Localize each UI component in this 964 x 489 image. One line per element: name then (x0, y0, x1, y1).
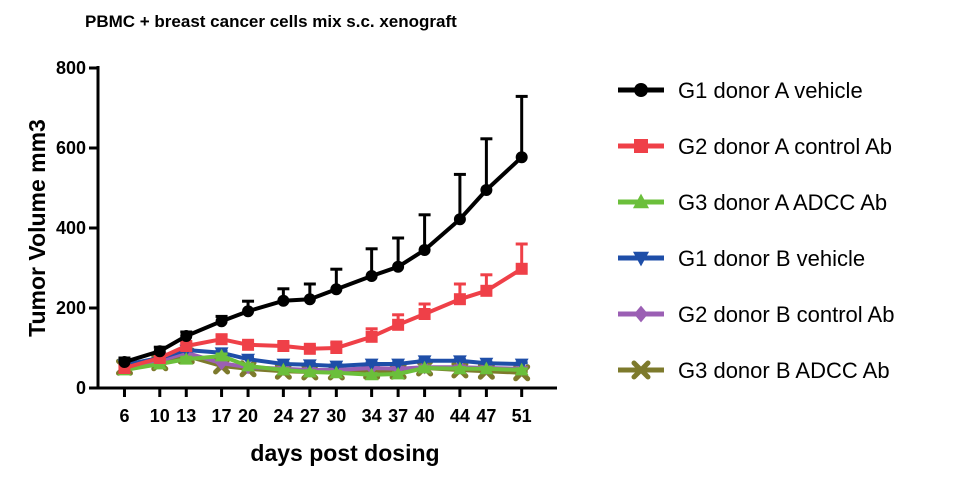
legend-item: G3 donor B ADCC Ab (618, 358, 890, 383)
data-point (302, 364, 317, 378)
y-tick-label: 400 (56, 218, 86, 238)
data-point (179, 352, 194, 365)
x-tick-label: 6 (119, 406, 129, 426)
x-tick-label: 51 (512, 406, 532, 426)
legend-marker (632, 193, 650, 209)
data-point (276, 362, 291, 376)
data-point (364, 367, 379, 381)
data-point (215, 333, 228, 346)
y-axis-label: Tumor Volume mm3 (24, 119, 50, 337)
data-point (515, 151, 528, 164)
data-point (365, 270, 378, 282)
data-point (330, 283, 343, 296)
data-point (453, 361, 467, 375)
data-point (480, 284, 493, 297)
legend-marker (634, 83, 648, 97)
data-point (514, 362, 529, 376)
legend-item: G1 donor A vehicle (618, 78, 863, 103)
data-point (392, 318, 405, 331)
x-tick-label: 30 (326, 406, 346, 426)
y-tick-label: 800 (56, 58, 86, 78)
data-point (418, 308, 431, 320)
data-point (242, 305, 255, 318)
legend-item: G2 donor B control Ab (618, 302, 894, 327)
data-point (391, 366, 406, 380)
plot-area (115, 94, 531, 382)
legend-label: G3 donor B ADCC Ab (678, 358, 890, 383)
chart-title: PBMC + breast cancer cells mix s.c. xeno… (85, 12, 457, 31)
legend-item: G3 donor A ADCC Ab (618, 190, 887, 215)
data-point (303, 293, 316, 306)
legend-marker (632, 251, 650, 267)
y-tick-label: 600 (56, 138, 86, 158)
legend-label: G1 donor B vehicle (678, 246, 865, 271)
x-tick-label: 27 (300, 406, 320, 426)
data-point (180, 340, 193, 352)
data-point (479, 361, 494, 375)
data-point (153, 345, 166, 358)
legend-label: G1 donor A vehicle (678, 78, 863, 103)
series-line (123, 155, 524, 364)
legend-marker (631, 360, 651, 380)
legend-label: G2 donor A control Ab (678, 134, 892, 159)
data-point (365, 330, 378, 343)
series-line (124, 354, 522, 377)
data-point (303, 342, 316, 355)
data-point (453, 213, 466, 226)
data-point (392, 260, 405, 273)
data-point (453, 293, 466, 306)
y-tick-label: 200 (56, 298, 86, 318)
axes: 0 200 400 600 800 6 10 13 17 20 24 27 30 34 37 40 44 47 51 (56, 58, 557, 426)
data-point (180, 330, 193, 342)
data-point (277, 340, 290, 352)
data-point (241, 358, 255, 372)
legend-marker (634, 139, 648, 153)
x-tick-label: 24 (273, 406, 293, 426)
x-tick-label: 44 (450, 406, 470, 426)
data-point (277, 294, 290, 307)
data-point (417, 360, 432, 374)
legend: G1 donor A vehicle G2 donor A control Ab G… (618, 78, 894, 383)
x-tick-label: 20 (238, 406, 258, 426)
legend-item: G1 donor B vehicle (618, 246, 865, 271)
legend-label: G2 donor B control Ab (678, 302, 894, 327)
x-tick-label: 10 (150, 406, 170, 426)
data-point (364, 358, 379, 372)
data-point (480, 184, 493, 196)
x-tick-label: 13 (176, 406, 196, 426)
data-point (418, 244, 431, 256)
series-group (118, 94, 528, 368)
data-point (391, 358, 406, 372)
legend-label: G3 donor A ADCC Ab (678, 190, 887, 215)
data-point (214, 348, 229, 362)
data-point (242, 338, 255, 351)
y-tick-label: 0 (76, 378, 86, 398)
x-axis-label: days post dosing (250, 440, 439, 466)
data-point (215, 315, 228, 328)
legend-item: G2 donor A control Ab (618, 134, 892, 159)
x-tick-label: 47 (476, 406, 496, 426)
data-point (329, 365, 344, 379)
x-tick-label: 34 (362, 406, 382, 426)
x-tick-label: 37 (388, 406, 408, 426)
data-point (515, 262, 528, 275)
legend-marker (634, 305, 648, 323)
data-point (330, 342, 343, 354)
x-tick-label: 40 (415, 406, 435, 426)
x-tick-label: 17 (212, 406, 232, 426)
data-point (118, 356, 131, 368)
